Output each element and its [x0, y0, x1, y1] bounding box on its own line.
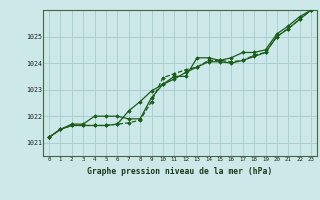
X-axis label: Graphe pression niveau de la mer (hPa): Graphe pression niveau de la mer (hPa) [87, 167, 273, 176]
